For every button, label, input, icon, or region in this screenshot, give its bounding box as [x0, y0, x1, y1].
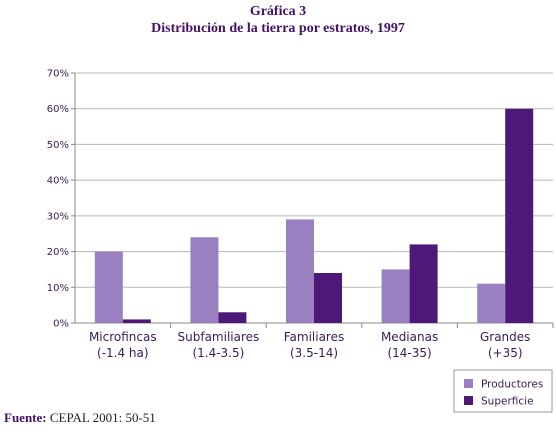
bar-superficie	[122, 319, 151, 323]
y-tick-label: 0%	[53, 319, 69, 330]
y-tick-label: 70%	[47, 69, 69, 80]
category-label: Microfincas	[89, 330, 157, 344]
bar-superficie	[218, 312, 247, 323]
y-tick-label: 30%	[47, 211, 69, 222]
bar-productores	[477, 283, 506, 323]
category-label: Grandes	[480, 330, 530, 344]
category-label: (1.4-3.5)	[192, 346, 244, 360]
bar-productores	[190, 237, 219, 323]
bar-productores	[381, 269, 410, 323]
chart-subtitle: Distribución de la tierra por estratos, …	[151, 21, 405, 36]
source-note: Fuente: CEPAL 2001: 50-51	[4, 410, 156, 426]
y-tick-label: 60%	[47, 104, 69, 115]
source-text: CEPAL 2001: 50-51	[49, 410, 156, 425]
bar-superficie	[409, 244, 438, 323]
bar-productores	[286, 219, 314, 323]
y-tick-label: 40%	[47, 176, 69, 187]
chart-title-block: Gráfica 3 Distribución de la tierra por …	[0, 3, 556, 37]
legend-swatch	[464, 379, 473, 388]
y-tick-label: 50%	[47, 140, 69, 151]
y-tick-label: 10%	[47, 283, 69, 294]
bar-superficie	[505, 108, 534, 323]
category-label: (3.5-14)	[290, 346, 338, 360]
legend-label: Superficie	[481, 396, 534, 408]
chart-title: Gráfica 3	[249, 4, 307, 19]
y-tick-label: 20%	[47, 247, 69, 258]
category-label: Medianas	[381, 330, 438, 344]
category-label: Familiares	[284, 330, 345, 344]
category-label: Subfamiliares	[178, 330, 260, 344]
bar-superficie	[314, 273, 342, 323]
category-label: (-1.4 ha)	[97, 346, 149, 360]
source-label: Fuente:	[4, 410, 47, 425]
bar-productores	[94, 251, 123, 323]
legend-label: Productores	[481, 379, 543, 391]
category-label: (+35)	[488, 346, 523, 360]
legend-swatch	[464, 396, 473, 405]
category-label: (14-35)	[387, 346, 431, 360]
